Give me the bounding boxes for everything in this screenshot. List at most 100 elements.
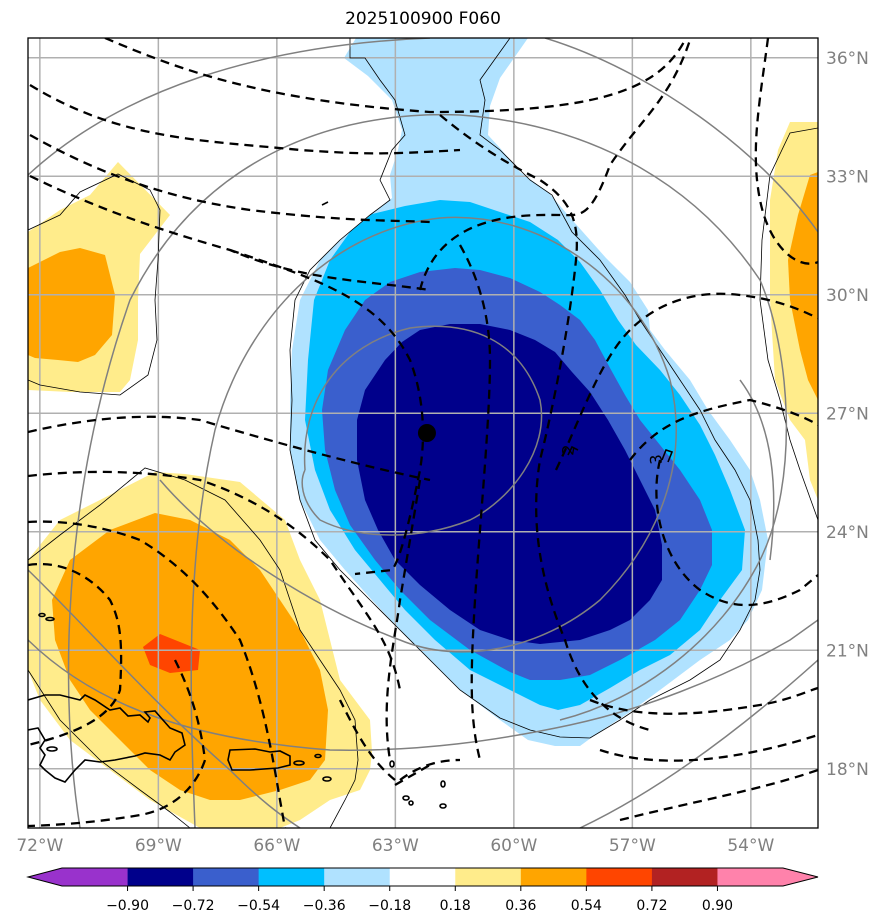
coastlines — [28, 201, 674, 809]
colorbar-tick-label: 0.90 — [702, 898, 733, 914]
colorbar-segment-9 — [651, 868, 718, 886]
y-axis-ticks: 36°N 33°N 30°N 27°N 24°N 21°N 18°N — [826, 49, 869, 780]
colorbar-tick-label: −0.90 — [106, 898, 149, 914]
island-8 — [38, 612, 46, 618]
dashed-contours — [28, 38, 818, 828]
colorbar-segment-5 — [389, 868, 456, 886]
y-tick-label: 24°N — [826, 523, 869, 543]
dashed-contour-9 — [754, 38, 818, 265]
dashed-contour-18 — [28, 520, 287, 828]
y-tick-label: 36°N — [826, 49, 869, 69]
x-tick-label: 63°W — [372, 836, 419, 856]
shade-level-pos-036-nw — [28, 248, 115, 362]
colorbar: −0.90 −0.72 −0.54 −0.36 −0.18 0.18 0.36 0.54 0.7… — [26, 867, 819, 914]
dashed-contour-22 — [385, 479, 422, 761]
coast-east-small — [661, 449, 674, 463]
colorbar-tick-label: −0.54 — [237, 898, 280, 914]
colorbar-segment-3 — [258, 868, 325, 886]
dashed-contour-15 — [619, 768, 818, 822]
dashed-contour-3 — [29, 133, 431, 224]
x-tick-label: 60°W — [490, 836, 537, 856]
island-vieques — [293, 760, 305, 766]
colorbar-tick-label: −0.18 — [368, 898, 411, 914]
gray-contour-outer — [28, 38, 818, 233]
zero-contour-southwest — [28, 467, 359, 828]
dashed-contour-label-3: 3 — [646, 454, 666, 466]
dashed-contour-12 — [655, 459, 818, 607]
dashed-contour-1 — [104, 38, 688, 114]
colorbar-segment-7 — [520, 868, 587, 886]
colorbar-extend-min — [28, 868, 128, 886]
colorbar-tick-label: 0.36 — [505, 898, 536, 914]
zero-contour-northwest — [28, 173, 161, 396]
colorbar-outline — [26, 867, 819, 887]
zero-contour-east — [759, 127, 818, 521]
colorbar-extend-max — [717, 868, 818, 886]
gray-contour-southeast — [579, 659, 818, 828]
gray-contour-south — [28, 619, 818, 751]
dashed-contour-10 — [554, 292, 818, 471]
x-tick-label: 72°W — [16, 836, 63, 856]
colorbar-segment-8 — [586, 868, 653, 886]
island-10 — [46, 746, 58, 752]
dashed-contour-16 — [28, 415, 431, 482]
map-title: 2025100900 F060 — [345, 9, 501, 29]
colorbar-tick-label: −0.72 — [172, 898, 215, 914]
dashed-contour-21 — [338, 699, 461, 786]
zero-contour-negative — [289, 38, 761, 739]
coast-east-small-2 — [567, 445, 579, 456]
x-tick-label: 57°W — [609, 836, 656, 856]
colorbar-segment-6 — [455, 868, 522, 886]
dashed-contour-5 — [229, 248, 425, 576]
y-tick-label: 27°N — [826, 404, 869, 424]
dashed-contour-17 — [28, 470, 402, 691]
dashed-contour-13 — [589, 686, 818, 715]
dashed-contour-8 — [459, 244, 492, 761]
dashed-contour-7 — [439, 114, 651, 732]
gray-contours — [28, 38, 818, 828]
colorbar-tick-label: 0.18 — [440, 898, 471, 914]
gray-contour-ring-2 — [159, 216, 677, 828]
zero-contours — [28, 38, 818, 828]
colorbar-tick-label: 0.72 — [636, 898, 667, 914]
x-tick-label: 66°W — [253, 836, 300, 856]
island-4 — [402, 795, 410, 801]
island-6 — [440, 780, 446, 788]
x-tick-label: 69°W — [135, 836, 182, 856]
colorbar-segment-4 — [324, 868, 391, 886]
shade-level-pos-054 — [143, 634, 200, 673]
dashed-contour-11 — [629, 398, 818, 461]
island-3 — [389, 760, 395, 768]
island-1 — [314, 753, 322, 759]
dashed-contour-20 — [28, 659, 207, 828]
puerto-rico-coast — [227, 748, 291, 771]
y-tick-label: 33°N — [826, 167, 869, 187]
plot-frame — [27, 37, 819, 829]
island-2 — [322, 776, 332, 782]
positive-anomaly-southwest-fill — [28, 472, 372, 828]
y-tick-label: 30°N — [826, 286, 869, 306]
island-5 — [408, 800, 414, 806]
colorbar-tick-label: 0.54 — [571, 898, 602, 914]
shade-level-pos-036-e — [788, 172, 818, 400]
hispaniola-coast — [28, 694, 186, 783]
gray-contour-ring-1 — [67, 113, 788, 828]
gray-contour-right — [739, 379, 775, 561]
colorbar-tick-label: −0.36 — [303, 898, 346, 914]
island-7 — [439, 803, 447, 809]
plot-area: 2 3 — [28, 38, 818, 828]
x-tick-label: 54°W — [727, 836, 774, 856]
dashed-contour-2 — [29, 84, 461, 155]
colorbar-segment-1 — [127, 868, 194, 886]
dashed-contour-19 — [28, 562, 123, 747]
island-9 — [45, 616, 55, 622]
island-bermuda — [321, 201, 329, 206]
shade-level-neg-072 — [357, 324, 662, 644]
dashed-contour-label-2: 2 — [558, 443, 578, 456]
gray-contour-ring-3 — [301, 325, 543, 536]
y-tick-label: 21°N — [826, 641, 869, 661]
colorbar-segment-2 — [193, 868, 260, 886]
zero-contour-southwest-inner — [28, 669, 191, 828]
gray-contour-sw-diag — [28, 569, 301, 828]
